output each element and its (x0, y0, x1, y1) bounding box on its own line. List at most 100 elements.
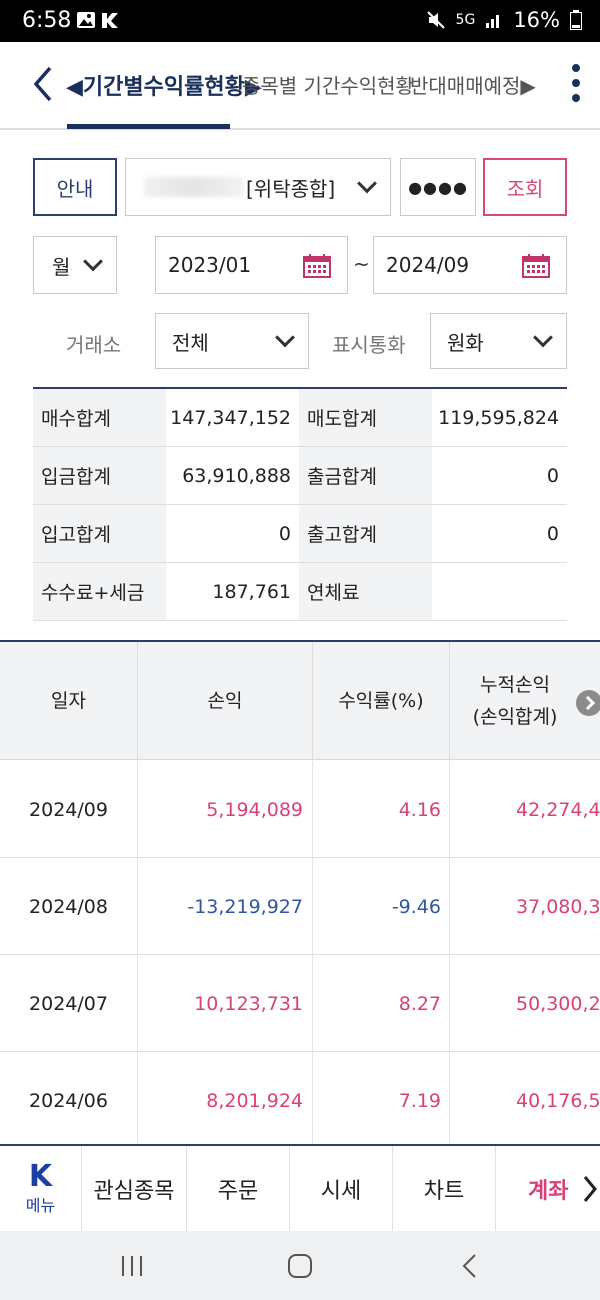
chevron-down-icon (275, 327, 295, 348)
period-unit-select[interactable]: 월 (33, 236, 117, 294)
battery-level: 16% (513, 8, 560, 32)
more-menu-icon[interactable] (568, 64, 584, 108)
row-profit-loss: 5,194,089 (138, 761, 313, 858)
exchange-value: 전체 (172, 330, 209, 355)
app-notification-icon (102, 13, 118, 28)
row-date: 2024/08 (0, 858, 138, 955)
chevron-right-icon[interactable] (582, 1174, 598, 1204)
row-date: 2024/06 (0, 1052, 138, 1145)
date-range-separator: ~ (353, 252, 370, 276)
currency-select[interactable]: 원화 (430, 313, 567, 369)
summary-row: 수수료+세금 187,761 연체료 (33, 563, 567, 621)
summary-value: 0 (546, 464, 559, 487)
row-profit-loss: 8,201,924 (138, 1052, 313, 1145)
row-return-rate: -9.46 (313, 858, 450, 955)
active-tab-indicator (67, 124, 230, 129)
calendar-icon[interactable] (522, 254, 550, 278)
tab-forced-sale-schedule[interactable]: 반대매매예정▶ (410, 74, 536, 98)
summary-label: 입금합계 (33, 447, 166, 504)
system-back-icon[interactable] (455, 1251, 485, 1281)
nav-chart[interactable]: 차트 (393, 1146, 496, 1231)
header-cumulative-pl[interactable]: 누적손익 (손익합계) (450, 642, 600, 760)
scroll-right-icon[interactable] (576, 690, 600, 716)
nav-account[interactable]: 계좌 (528, 1178, 569, 1204)
summary-value: 0 (546, 522, 559, 545)
back-arrow-icon[interactable] (28, 64, 58, 104)
header-cumulative-line2: (손익합계) (472, 706, 558, 728)
summary-value: 119,595,824 (438, 406, 559, 429)
header-profit-loss[interactable]: 손익 (138, 642, 313, 760)
header-date[interactable]: 일자 (0, 642, 138, 760)
table-row[interactable]: 2024/08 -13,219,927 -9.46 37,080,36 (0, 858, 600, 955)
header-return-rate[interactable]: 수익률(%) (313, 642, 450, 760)
guide-button[interactable]: 안내 (33, 158, 117, 216)
account-select[interactable]: [위탁종합] (125, 158, 391, 216)
nav-watchlist[interactable]: 관심종목 (82, 1146, 187, 1231)
nav-menu-button[interactable]: K 메뉴 (0, 1146, 82, 1231)
tab-period-return[interactable]: ◀기간별수익률현황▶ (66, 75, 262, 100)
chevron-down-icon (357, 173, 377, 194)
summary-value (432, 563, 567, 620)
chevron-down-icon (83, 251, 103, 272)
summary-label: 출고합계 (299, 505, 432, 562)
table-row[interactable]: 2024/06 8,201,924 7.19 40,176,56 (0, 1052, 600, 1145)
system-navigation-bar (0, 1231, 600, 1300)
calendar-icon[interactable] (303, 254, 331, 278)
summary-row: 입고합계 0 출고합계 0 (33, 505, 567, 563)
row-cumulative-pl: 40,176,56 (516, 1089, 600, 1112)
summary-row: 매수합계 147,347,152 매도합계 119,595,824 (33, 389, 567, 447)
summary-label: 수수료+세금 (33, 563, 166, 620)
summary-label: 연체료 (299, 563, 432, 620)
summary-table: 매수합계 147,347,152 매도합계 119,595,824 입금합계 6… (33, 387, 567, 621)
bottom-navigation: K 메뉴 관심종목 주문 시세 차트 계좌 (0, 1144, 600, 1231)
period-unit-value: 월 (52, 254, 71, 279)
summary-value: 0 (278, 522, 291, 545)
summary-label: 입고합계 (33, 505, 166, 562)
home-icon[interactable] (285, 1251, 315, 1281)
start-date-field[interactable]: 2023/01 (155, 236, 348, 294)
summary-label: 매수합계 (33, 389, 166, 446)
table-row[interactable]: 2024/09 5,194,089 4.16 42,274,45 (0, 761, 600, 858)
summary-value: 63,910,888 (182, 464, 291, 487)
exchange-select[interactable]: 전체 (155, 313, 309, 369)
mute-icon (426, 11, 445, 29)
currency-value: 원화 (447, 330, 484, 355)
password-field[interactable]: ●●●● (400, 158, 476, 216)
summary-value: 147,347,152 (170, 406, 291, 429)
status-time: 6:58 (22, 8, 72, 33)
start-date-value: 2023/01 (168, 253, 252, 277)
header-cumulative-line1: 누적손익 (480, 674, 550, 696)
grid-header: 일자 손익 수익률(%) 누적손익 (손익합계) (0, 642, 600, 760)
gallery-icon (77, 12, 95, 28)
row-profit-loss: -13,219,927 (138, 858, 313, 955)
k-logo-icon: K (28, 1158, 53, 1194)
signal-icon (486, 15, 500, 28)
status-indicators: 5G 16% (426, 8, 582, 32)
network-type: 5G (455, 12, 476, 28)
account-type-label: [위탁종합] (246, 176, 336, 201)
monthly-profit-grid[interactable]: 일자 손익 수익률(%) 누적손익 (손익합계) 2024/09 5,194,08… (0, 640, 600, 1145)
row-cumulative-pl: 37,080,36 (516, 895, 600, 918)
exchange-label: 거래소 (66, 333, 122, 357)
chevron-down-icon (533, 327, 553, 348)
nav-quotes[interactable]: 시세 (290, 1146, 393, 1231)
query-button[interactable]: 조회 (483, 158, 567, 216)
recent-apps-icon[interactable] (117, 1251, 147, 1281)
end-date-field[interactable]: 2024/09 (373, 236, 567, 294)
row-return-rate: 7.19 (313, 1052, 450, 1145)
account-number-masked (144, 177, 244, 197)
row-date: 2024/07 (0, 955, 138, 1052)
summary-value: 187,761 (212, 580, 291, 603)
row-cumulative-pl: 50,300,29 (516, 992, 600, 1015)
nav-order[interactable]: 주문 (187, 1146, 290, 1231)
battery-icon (570, 10, 582, 30)
tab-header: ◀기간별수익률현황▶ 종목별 기간수익현황 반대매매예정▶ (0, 42, 600, 130)
row-return-rate: 8.27 (313, 955, 450, 1052)
nav-menu-label: 메뉴 (25, 1195, 56, 1215)
row-return-rate: 4.16 (313, 761, 450, 858)
table-row[interactable]: 2024/07 10,123,731 8.27 50,300,29 (0, 955, 600, 1052)
summary-row: 입금합계 63,910,888 출금합계 0 (33, 447, 567, 505)
row-profit-loss: 10,123,731 (138, 955, 313, 1052)
status-bar: 6:58 5G 16% (0, 0, 600, 42)
tab-stock-period-profit[interactable]: 종목별 기간수익현황 (242, 74, 414, 98)
